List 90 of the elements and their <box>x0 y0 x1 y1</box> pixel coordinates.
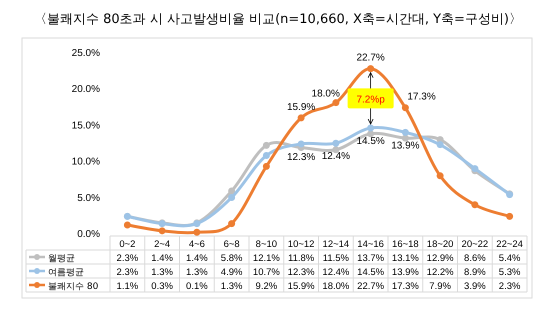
point <box>298 140 305 148</box>
legend-label: 불쾌지수 80 <box>48 282 99 292</box>
point <box>262 152 270 160</box>
annotation: 17.3% <box>407 92 436 103</box>
x-tick-label: 16~18 <box>392 239 419 250</box>
data-label: 12.1% <box>252 253 280 264</box>
data-label: 15.9% <box>288 281 316 292</box>
data-label: 1.3% <box>220 281 244 292</box>
data-label: 11.8% <box>288 253 315 264</box>
x-tick-label: 2~4 <box>154 239 170 250</box>
data-label: 5.4% <box>498 253 522 264</box>
point <box>402 104 409 112</box>
data-label: 0.3% <box>151 281 174 292</box>
data-label: 18.0% <box>322 281 350 292</box>
point <box>367 65 374 72</box>
data-label: 9.2% <box>256 281 278 292</box>
y-tick-label: 10.0% <box>72 156 100 168</box>
x-tick-label: 20~22 <box>462 239 488 250</box>
data-label: 1.1% <box>116 281 139 292</box>
data-label: 12.3% <box>288 267 316 278</box>
data-label: 2.3% <box>498 281 522 292</box>
point <box>367 124 374 132</box>
point <box>124 222 131 229</box>
x-tick-label: 18~20 <box>426 239 454 250</box>
data-label: 14.5% <box>357 267 385 278</box>
data-label: 2.3% <box>116 267 139 278</box>
x-tick-label: 22~24 <box>496 239 523 250</box>
data-label: 1.3% <box>186 267 208 278</box>
x-tick-label: 8~10 <box>256 239 278 250</box>
y-tick-label: 15.0% <box>72 120 100 132</box>
point <box>298 114 305 122</box>
point <box>193 228 200 236</box>
point <box>262 162 270 170</box>
x-tick-label: 14~16 <box>357 239 384 250</box>
data-label: 0.1% <box>186 281 208 292</box>
annotation: 15.9% <box>286 102 316 113</box>
data-label: 8.6% <box>464 253 486 264</box>
point <box>506 212 514 220</box>
data-label: 17.3% <box>392 281 420 292</box>
data-label: 10.7% <box>252 267 280 278</box>
x-tick-label: 12~14 <box>322 239 350 250</box>
annotation: 7.2%p <box>356 94 386 106</box>
data-label: 5.8% <box>220 253 244 264</box>
data-label: 5.3% <box>498 267 522 278</box>
y-tick-label: 25.0% <box>72 48 100 59</box>
data-label: 8.9% <box>464 267 486 278</box>
annotation: 18.0% <box>312 88 340 100</box>
legend-label: 여름평균 <box>48 268 84 278</box>
annotation: 22.7% <box>356 52 385 64</box>
x-tick-label: 6~8 <box>224 239 240 250</box>
data-label: 12.2% <box>426 267 454 278</box>
y-tick-label: 20.0% <box>72 84 100 96</box>
point <box>402 134 409 142</box>
y-tick-label: 5.0% <box>77 192 100 204</box>
annotation: 13.9% <box>391 140 420 152</box>
chart-title: 〈불쾌지수 80초과 시 사고발생비율 비교(n=10,660, X축=시간대, Y축=구성비)〉 <box>34 12 522 27</box>
data-label: 1.4% <box>186 253 208 264</box>
data-label: 7.9% <box>429 281 452 292</box>
data-label: 13.9% <box>392 267 420 278</box>
data-label: 13.1% <box>392 253 420 264</box>
data-label: 1.4% <box>151 253 174 264</box>
annotation: 14.5% <box>356 136 385 148</box>
point <box>436 172 444 180</box>
point <box>367 130 374 138</box>
data-label: 22.7% <box>357 281 385 292</box>
annotation: 12.3% <box>286 152 316 163</box>
data-label: 2.3% <box>116 253 139 264</box>
point <box>228 194 236 202</box>
data-label: 13.7% <box>357 253 385 264</box>
x-tick-label: 10~12 <box>288 239 314 250</box>
y-tick-label: 0.0% <box>77 229 100 240</box>
point <box>436 141 444 148</box>
point <box>158 227 166 234</box>
point <box>228 220 236 228</box>
point <box>471 201 478 208</box>
data-label: 11.5% <box>322 253 350 264</box>
point <box>262 142 270 149</box>
point <box>332 140 340 147</box>
data-label: 3.9% <box>464 281 486 292</box>
data-label: 12.9% <box>426 253 454 264</box>
data-label: 4.9% <box>220 267 244 278</box>
legend-label: 월평균 <box>48 254 75 264</box>
point <box>402 128 409 136</box>
x-tick-label: 0~2 <box>119 239 136 250</box>
point <box>228 188 236 195</box>
x-tick-label: 4~6 <box>188 239 205 250</box>
data-label: 1.3% <box>151 267 174 278</box>
data-label: 12.4% <box>322 267 350 278</box>
point <box>332 99 340 106</box>
annotation: 12.4% <box>322 151 350 162</box>
